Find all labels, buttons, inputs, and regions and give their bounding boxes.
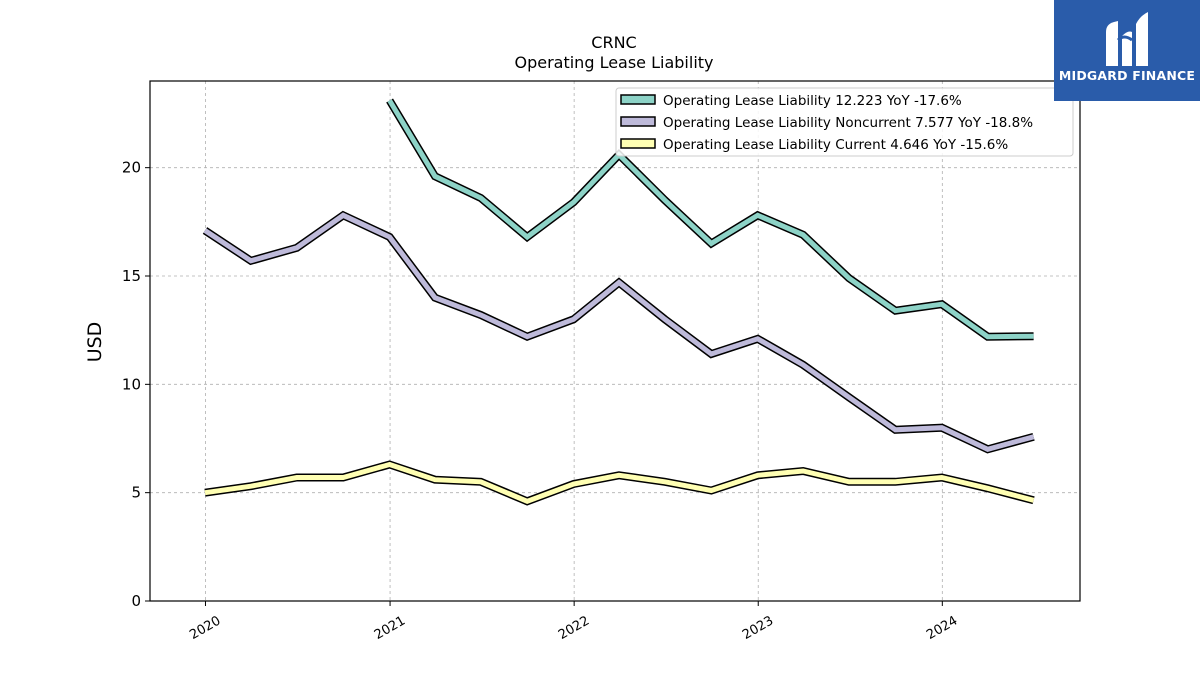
brand-logo: MIDGARD FINANCE <box>1054 0 1200 101</box>
chart-title: CRNC <box>591 33 636 52</box>
x-tick-label: 2020 <box>187 613 223 643</box>
series-line-2 <box>202 210 1035 454</box>
y-axis-label: USD <box>84 322 106 363</box>
legend-entry: Operating Lease Liability Current 4.646 … <box>663 137 1008 153</box>
x-tick-label: 2021 <box>372 613 408 643</box>
y-tick-label: 0 <box>131 592 141 610</box>
y-tick-label: 20 <box>122 159 141 177</box>
series-line-3 <box>204 460 1035 506</box>
logo-mark-icon <box>1106 12 1148 66</box>
legend-swatch <box>620 138 656 149</box>
x-tick-label: 2022 <box>556 613 592 643</box>
legend-swatch <box>620 94 656 105</box>
series-lines <box>202 98 1035 506</box>
logo-text: MIDGARD FINANCE <box>1058 68 1196 83</box>
plot-frame <box>149 80 1081 602</box>
legend-entry: Operating Lease Liability 12.223 YoY -17… <box>663 93 962 109</box>
y-tick-label: 15 <box>122 267 141 285</box>
legend-box <box>615 87 1074 157</box>
y-tick-label: 5 <box>131 484 141 502</box>
grid <box>150 81 1080 601</box>
x-tick-label: 2024 <box>924 613 960 643</box>
y-ticks: 0 5 10 15 20 <box>122 159 150 610</box>
x-ticks: 2020 2021 2022 2023 2024 <box>187 601 960 643</box>
legend: Operating Lease Liability 12.223 YoY -17… <box>615 87 1074 157</box>
y-tick-label: 10 <box>122 375 141 393</box>
legend-entry: Operating Lease Liability Noncurrent 7.5… <box>663 115 1033 131</box>
legend-swatch <box>620 116 656 127</box>
chart-subtitle: Operating Lease Liability <box>514 53 713 72</box>
series-line-1 <box>386 98 1034 341</box>
x-tick-label: 2023 <box>740 613 776 643</box>
